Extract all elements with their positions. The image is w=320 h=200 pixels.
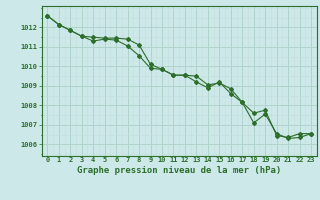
X-axis label: Graphe pression niveau de la mer (hPa): Graphe pression niveau de la mer (hPa): [77, 166, 281, 175]
